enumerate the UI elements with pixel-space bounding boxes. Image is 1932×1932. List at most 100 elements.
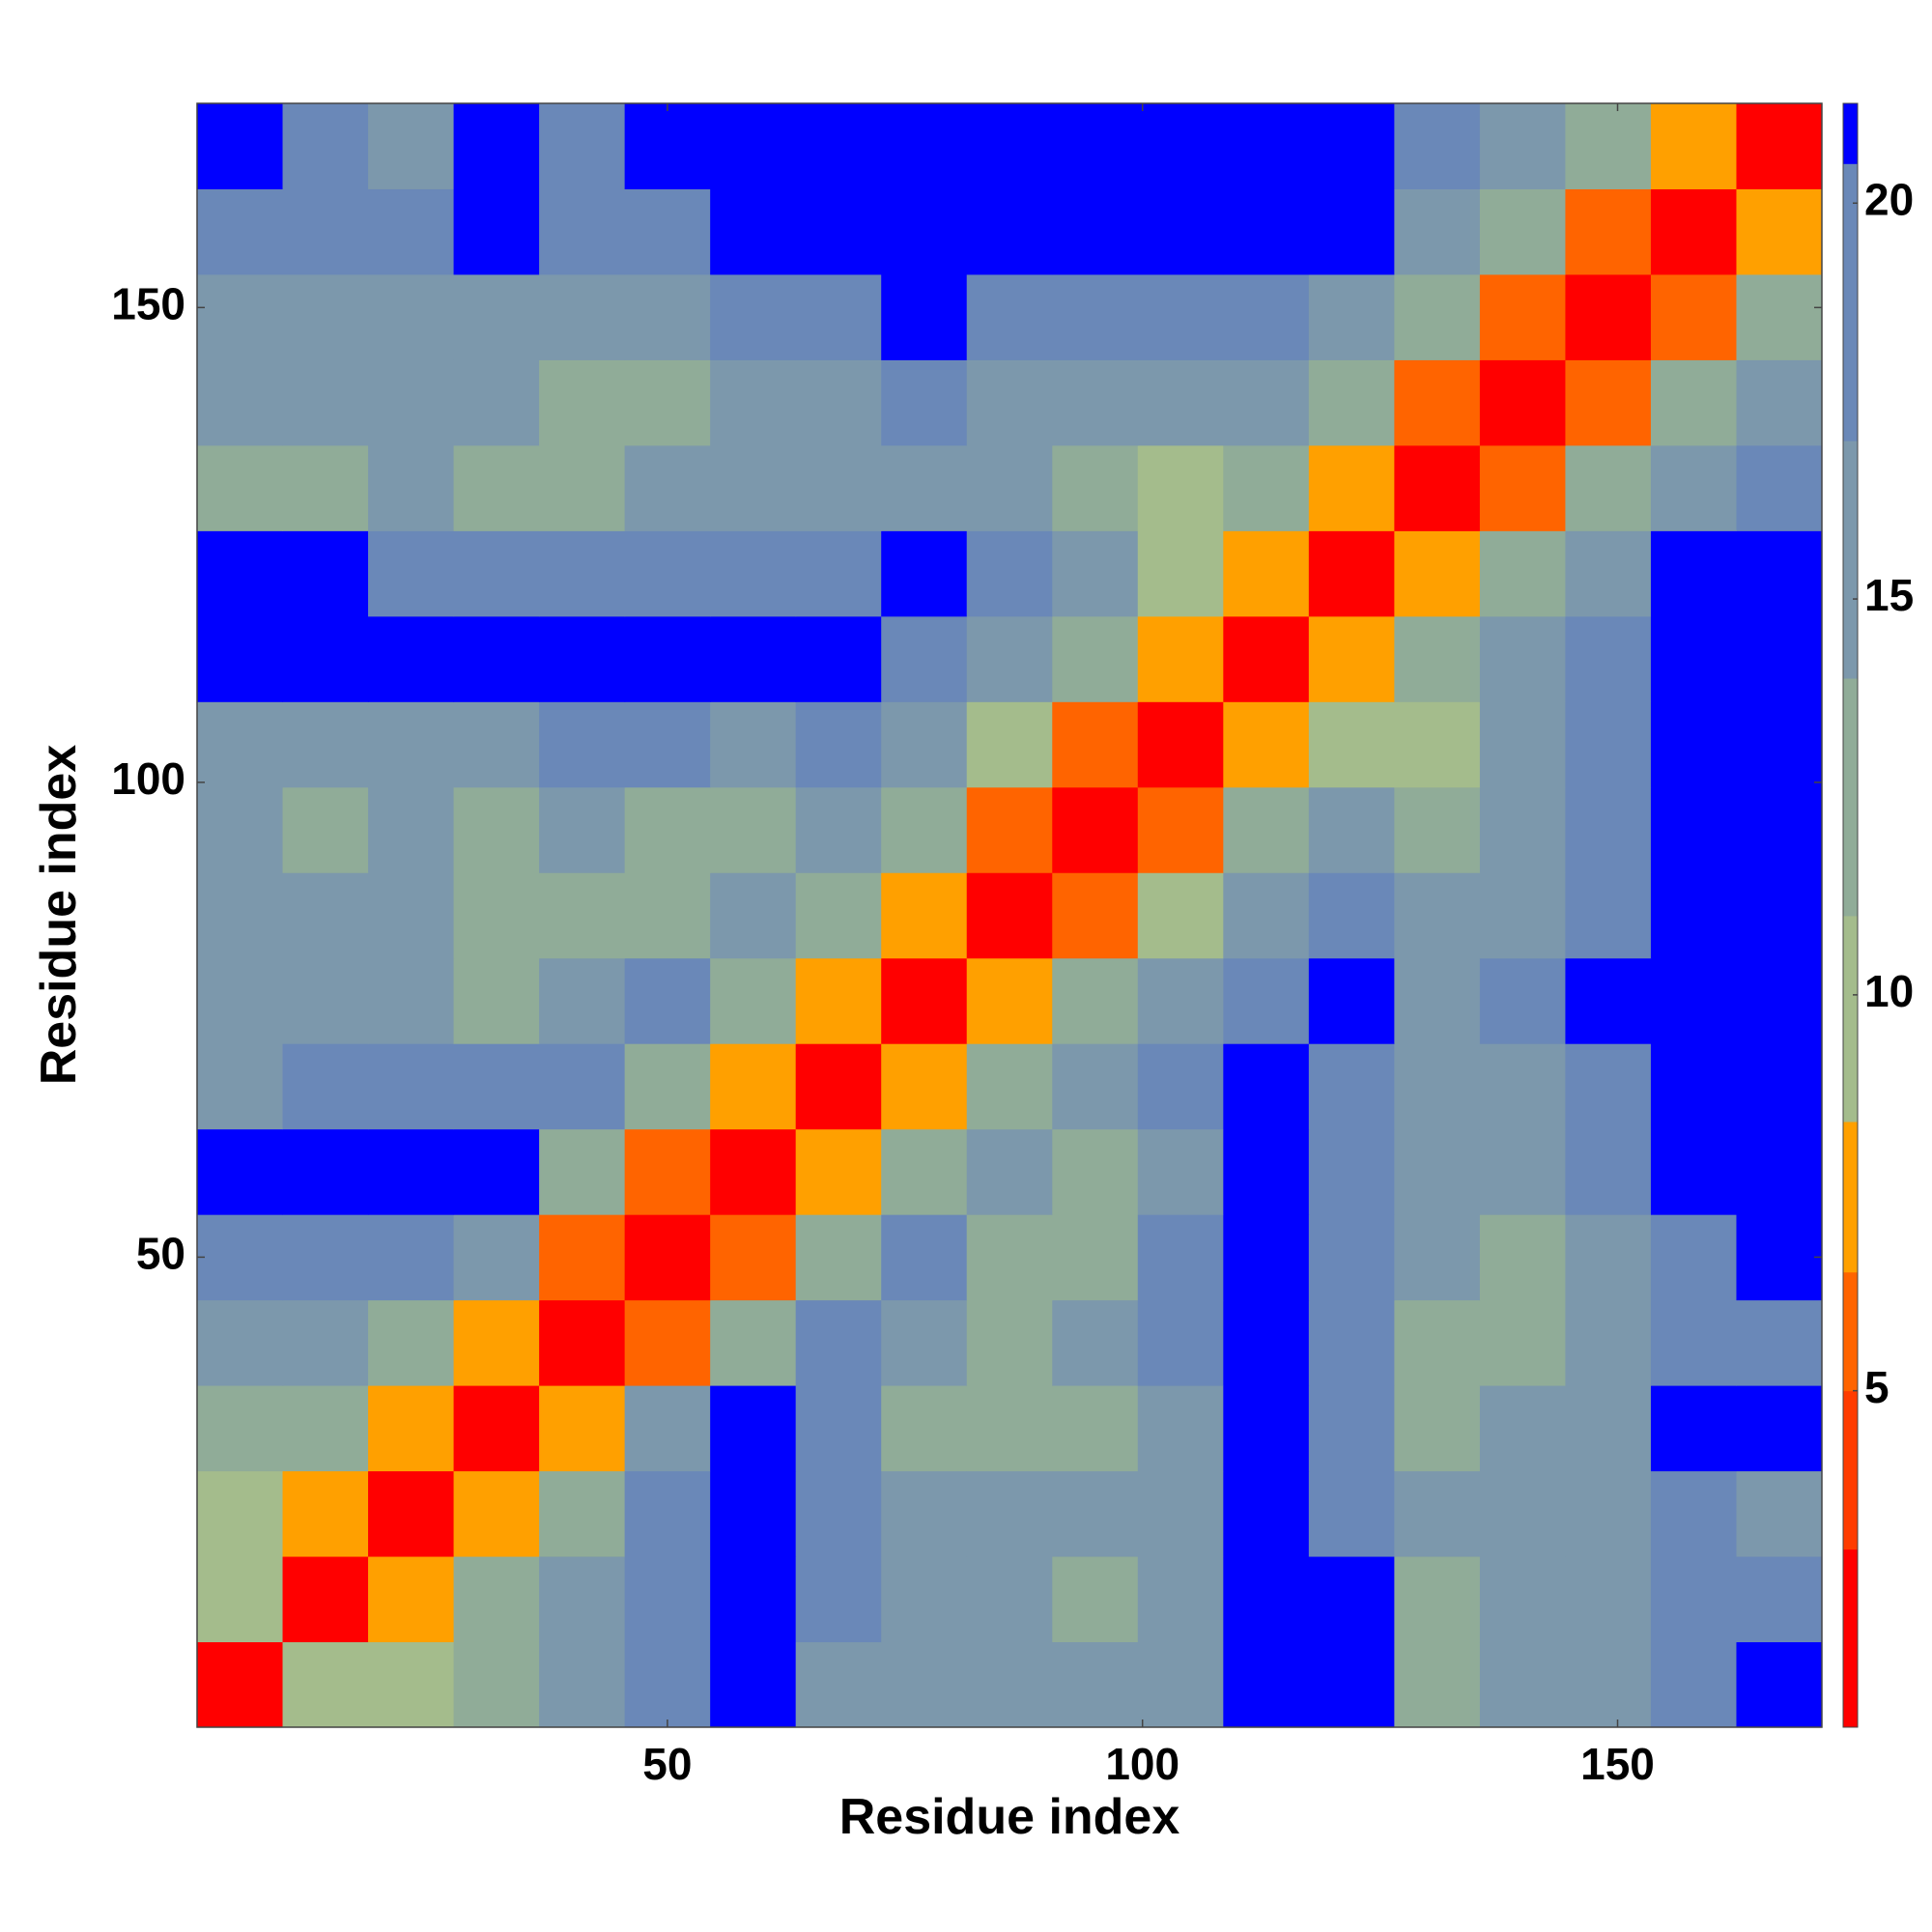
heatmap-cell	[624, 273, 711, 360]
heatmap-cell	[1052, 872, 1139, 959]
heatmap-cell	[1137, 1641, 1224, 1728]
heatmap-cell	[368, 1299, 455, 1386]
heatmap-cell	[624, 872, 711, 959]
heatmap-cell	[624, 1043, 711, 1130]
heatmap-cell	[624, 1556, 711, 1643]
heatmap-cell	[1308, 957, 1395, 1044]
heatmap-cell	[1479, 786, 1566, 873]
heatmap-cell	[453, 1470, 540, 1557]
heatmap-cell	[881, 1385, 968, 1472]
heatmap-cell	[1223, 701, 1310, 788]
heatmap-cell	[1137, 103, 1224, 189]
heatmap-cell	[881, 786, 968, 873]
heatmap-cell	[966, 786, 1053, 873]
heatmap-cell	[1736, 1470, 1823, 1557]
heatmap-cell	[1650, 615, 1737, 702]
x-tick-label: 150	[1580, 1739, 1655, 1789]
heatmap-cell	[539, 1043, 626, 1130]
heatmap-cell	[368, 1385, 455, 1472]
heatmap-cell	[282, 957, 369, 1044]
heatmap-cell	[539, 1556, 626, 1643]
heatmap-cell	[795, 1556, 882, 1643]
heatmap-cell	[1223, 530, 1310, 617]
heatmap-cell	[368, 1043, 455, 1130]
heatmap-cell	[1394, 1299, 1481, 1386]
x-tick-label: 50	[642, 1739, 692, 1789]
heatmap-cell	[282, 1128, 369, 1215]
heatmap-cell	[1308, 359, 1395, 446]
heatmap-cell	[1565, 103, 1652, 189]
heatmap-cell	[1223, 1299, 1310, 1386]
heatmap-cell	[1479, 1299, 1566, 1386]
heatmap-cell	[453, 786, 540, 873]
heatmap-cell	[710, 1043, 797, 1130]
heatmap-cell	[197, 1641, 284, 1728]
heatmap-cell	[1394, 872, 1481, 959]
y-tick-label: 150	[111, 279, 185, 329]
heatmap-cell	[282, 103, 369, 189]
heatmap-cell	[624, 1641, 711, 1728]
heatmap-cell	[1650, 273, 1737, 360]
heatmap-cell	[282, 1470, 369, 1557]
heatmap-cell	[1308, 786, 1395, 873]
heatmap-cell	[1479, 1641, 1566, 1728]
heatmap-cell	[710, 1385, 797, 1472]
heatmap-cell	[453, 1299, 540, 1386]
heatmap-cell	[1736, 957, 1823, 1044]
heatmap-cell	[539, 1641, 626, 1728]
heatmap-cell	[710, 444, 797, 531]
colorbar-frame	[1842, 102, 1859, 1728]
heatmap-cell	[710, 786, 797, 873]
heatmap-cell	[1736, 1214, 1823, 1301]
heatmap-cell	[1308, 1214, 1395, 1301]
heatmap-cell	[1650, 701, 1737, 788]
heatmap-cell	[966, 1043, 1053, 1130]
colorbar-segment	[1843, 1390, 1858, 1550]
heatmap-cell	[1137, 1556, 1224, 1643]
heatmap-cell	[453, 701, 540, 788]
heatmap-cell	[1565, 1128, 1652, 1215]
heatmap-cell	[1736, 786, 1823, 873]
heatmap-cell	[881, 1470, 968, 1557]
heatmap-cell	[795, 1385, 882, 1472]
heatmap-cell	[710, 615, 797, 702]
heatmap-cell	[1479, 957, 1566, 1044]
heatmap-cell	[966, 1641, 1053, 1728]
heatmap-cell	[453, 1043, 540, 1130]
heatmap-cell	[1650, 1385, 1737, 1472]
heatmap-cell	[1736, 1128, 1823, 1215]
heatmap-cell	[1394, 530, 1481, 617]
heatmap-cell	[453, 872, 540, 959]
heatmap-cell	[1308, 188, 1395, 275]
heatmap-cell	[197, 359, 284, 446]
heatmap-cell	[1223, 1556, 1310, 1643]
heatmap-cell	[710, 701, 797, 788]
heatmap-cell	[1479, 359, 1566, 446]
colorbar-segment	[1843, 915, 1858, 1122]
heatmap-cell	[197, 103, 284, 189]
heatmap-cell	[539, 957, 626, 1044]
heatmap-cell	[1479, 872, 1566, 959]
heatmap-cell	[539, 103, 626, 189]
heatmap-cell	[966, 701, 1053, 788]
heatmap-cell	[1052, 1043, 1139, 1130]
heatmap-cell	[1137, 1299, 1224, 1386]
heatmap-cell	[1736, 1299, 1823, 1386]
heatmap-cell	[197, 188, 284, 275]
heatmap-cell	[966, 103, 1053, 189]
heatmap-cell	[453, 444, 540, 531]
heatmap-cell	[1394, 1641, 1481, 1728]
heatmap-cell	[966, 273, 1053, 360]
heatmap-cell	[539, 530, 626, 617]
heatmap-cell	[1308, 701, 1395, 788]
heatmap-cell	[795, 786, 882, 873]
heatmap-cell	[1137, 530, 1224, 617]
heatmap-cell	[624, 1128, 711, 1215]
heatmap-cell	[453, 359, 540, 446]
heatmap-cell	[1052, 530, 1139, 617]
heatmap-cell	[1394, 957, 1481, 1044]
heatmap-cell	[453, 1556, 540, 1643]
heatmap-cell	[1394, 786, 1481, 873]
heatmap-cell	[881, 872, 968, 959]
